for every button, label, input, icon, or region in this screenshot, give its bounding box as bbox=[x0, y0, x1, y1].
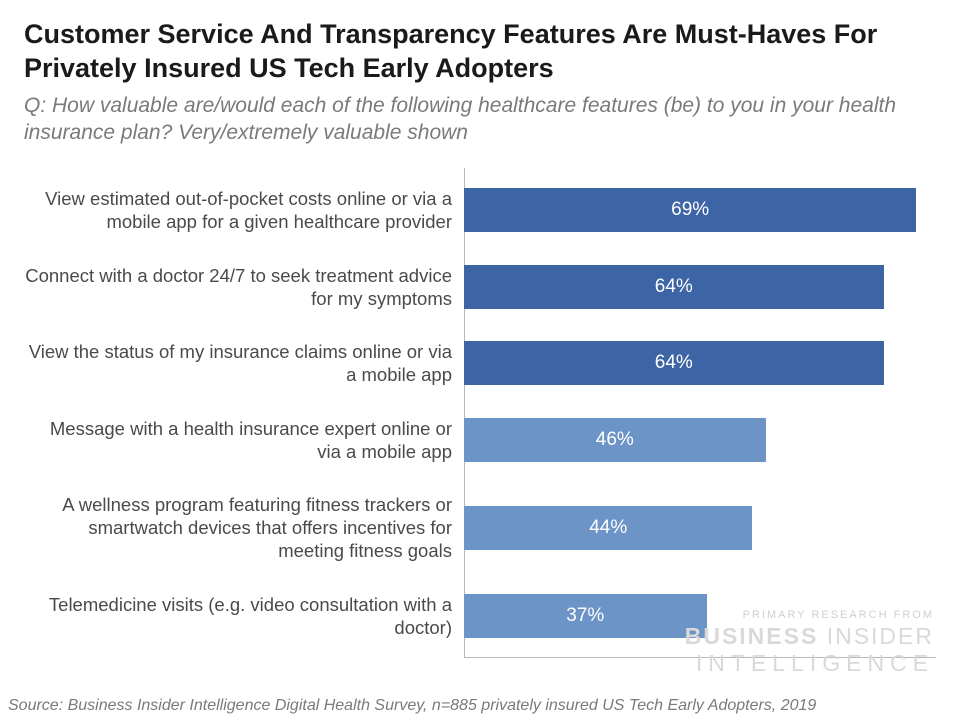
bar-area: 64% bbox=[464, 264, 936, 310]
bar-value-label: 46% bbox=[596, 429, 634, 451]
bar-value-label: 64% bbox=[655, 352, 693, 374]
bar: 44% bbox=[464, 506, 752, 550]
watermark-line2a: BUSINESS bbox=[685, 623, 819, 649]
bar-value-label: 44% bbox=[589, 517, 627, 539]
bar: 46% bbox=[464, 418, 766, 462]
watermark-line3: INTELLIGENCE bbox=[685, 650, 934, 677]
bar-area: 64% bbox=[464, 340, 936, 386]
watermark-line2: BUSINESS INSIDER bbox=[685, 623, 934, 650]
chart-rows: View estimated out-of-pocket costs onlin… bbox=[24, 168, 936, 658]
chart-row: Connect with a doctor 24/7 to seek treat… bbox=[24, 264, 936, 310]
chart-title: Customer Service And Transparency Featur… bbox=[24, 18, 936, 86]
chart-row: View the status of my insurance claims o… bbox=[24, 340, 936, 386]
bar-value-label: 69% bbox=[671, 199, 709, 221]
category-label: Connect with a doctor 24/7 to seek treat… bbox=[24, 264, 464, 310]
chart-row: Message with a health insurance expert o… bbox=[24, 417, 936, 463]
source-citation: Source: Business Insider Intelligence Di… bbox=[8, 697, 816, 715]
watermark-logo: PRIMARY RESEARCH FROM BUSINESS INSIDER I… bbox=[685, 609, 934, 677]
bar-value-label: 64% bbox=[655, 276, 693, 298]
bar-area: 46% bbox=[464, 417, 936, 463]
watermark-line2b: INSIDER bbox=[827, 623, 934, 649]
bar: 37% bbox=[464, 594, 707, 638]
watermark-line1: PRIMARY RESEARCH FROM bbox=[685, 609, 934, 621]
bar-area: 69% bbox=[464, 187, 936, 233]
category-label: Telemedicine visits (e.g. video consulta… bbox=[24, 593, 464, 639]
chart-row: View estimated out-of-pocket costs onlin… bbox=[24, 187, 936, 233]
bar: 64% bbox=[464, 341, 884, 385]
bar-chart: View estimated out-of-pocket costs onlin… bbox=[24, 168, 936, 658]
category-label: Message with a health insurance expert o… bbox=[24, 417, 464, 463]
bar-value-label: 37% bbox=[566, 605, 604, 627]
bar: 64% bbox=[464, 265, 884, 309]
bar-area: 44% bbox=[464, 493, 936, 562]
category-label: View the status of my insurance claims o… bbox=[24, 340, 464, 386]
bar: 69% bbox=[464, 188, 916, 232]
category-label: View estimated out-of-pocket costs onlin… bbox=[24, 187, 464, 233]
chart-subtitle: Q: How valuable are/would each of the fo… bbox=[24, 92, 936, 147]
chart-row: A wellness program featuring fitness tra… bbox=[24, 493, 936, 562]
category-label: A wellness program featuring fitness tra… bbox=[24, 493, 464, 562]
